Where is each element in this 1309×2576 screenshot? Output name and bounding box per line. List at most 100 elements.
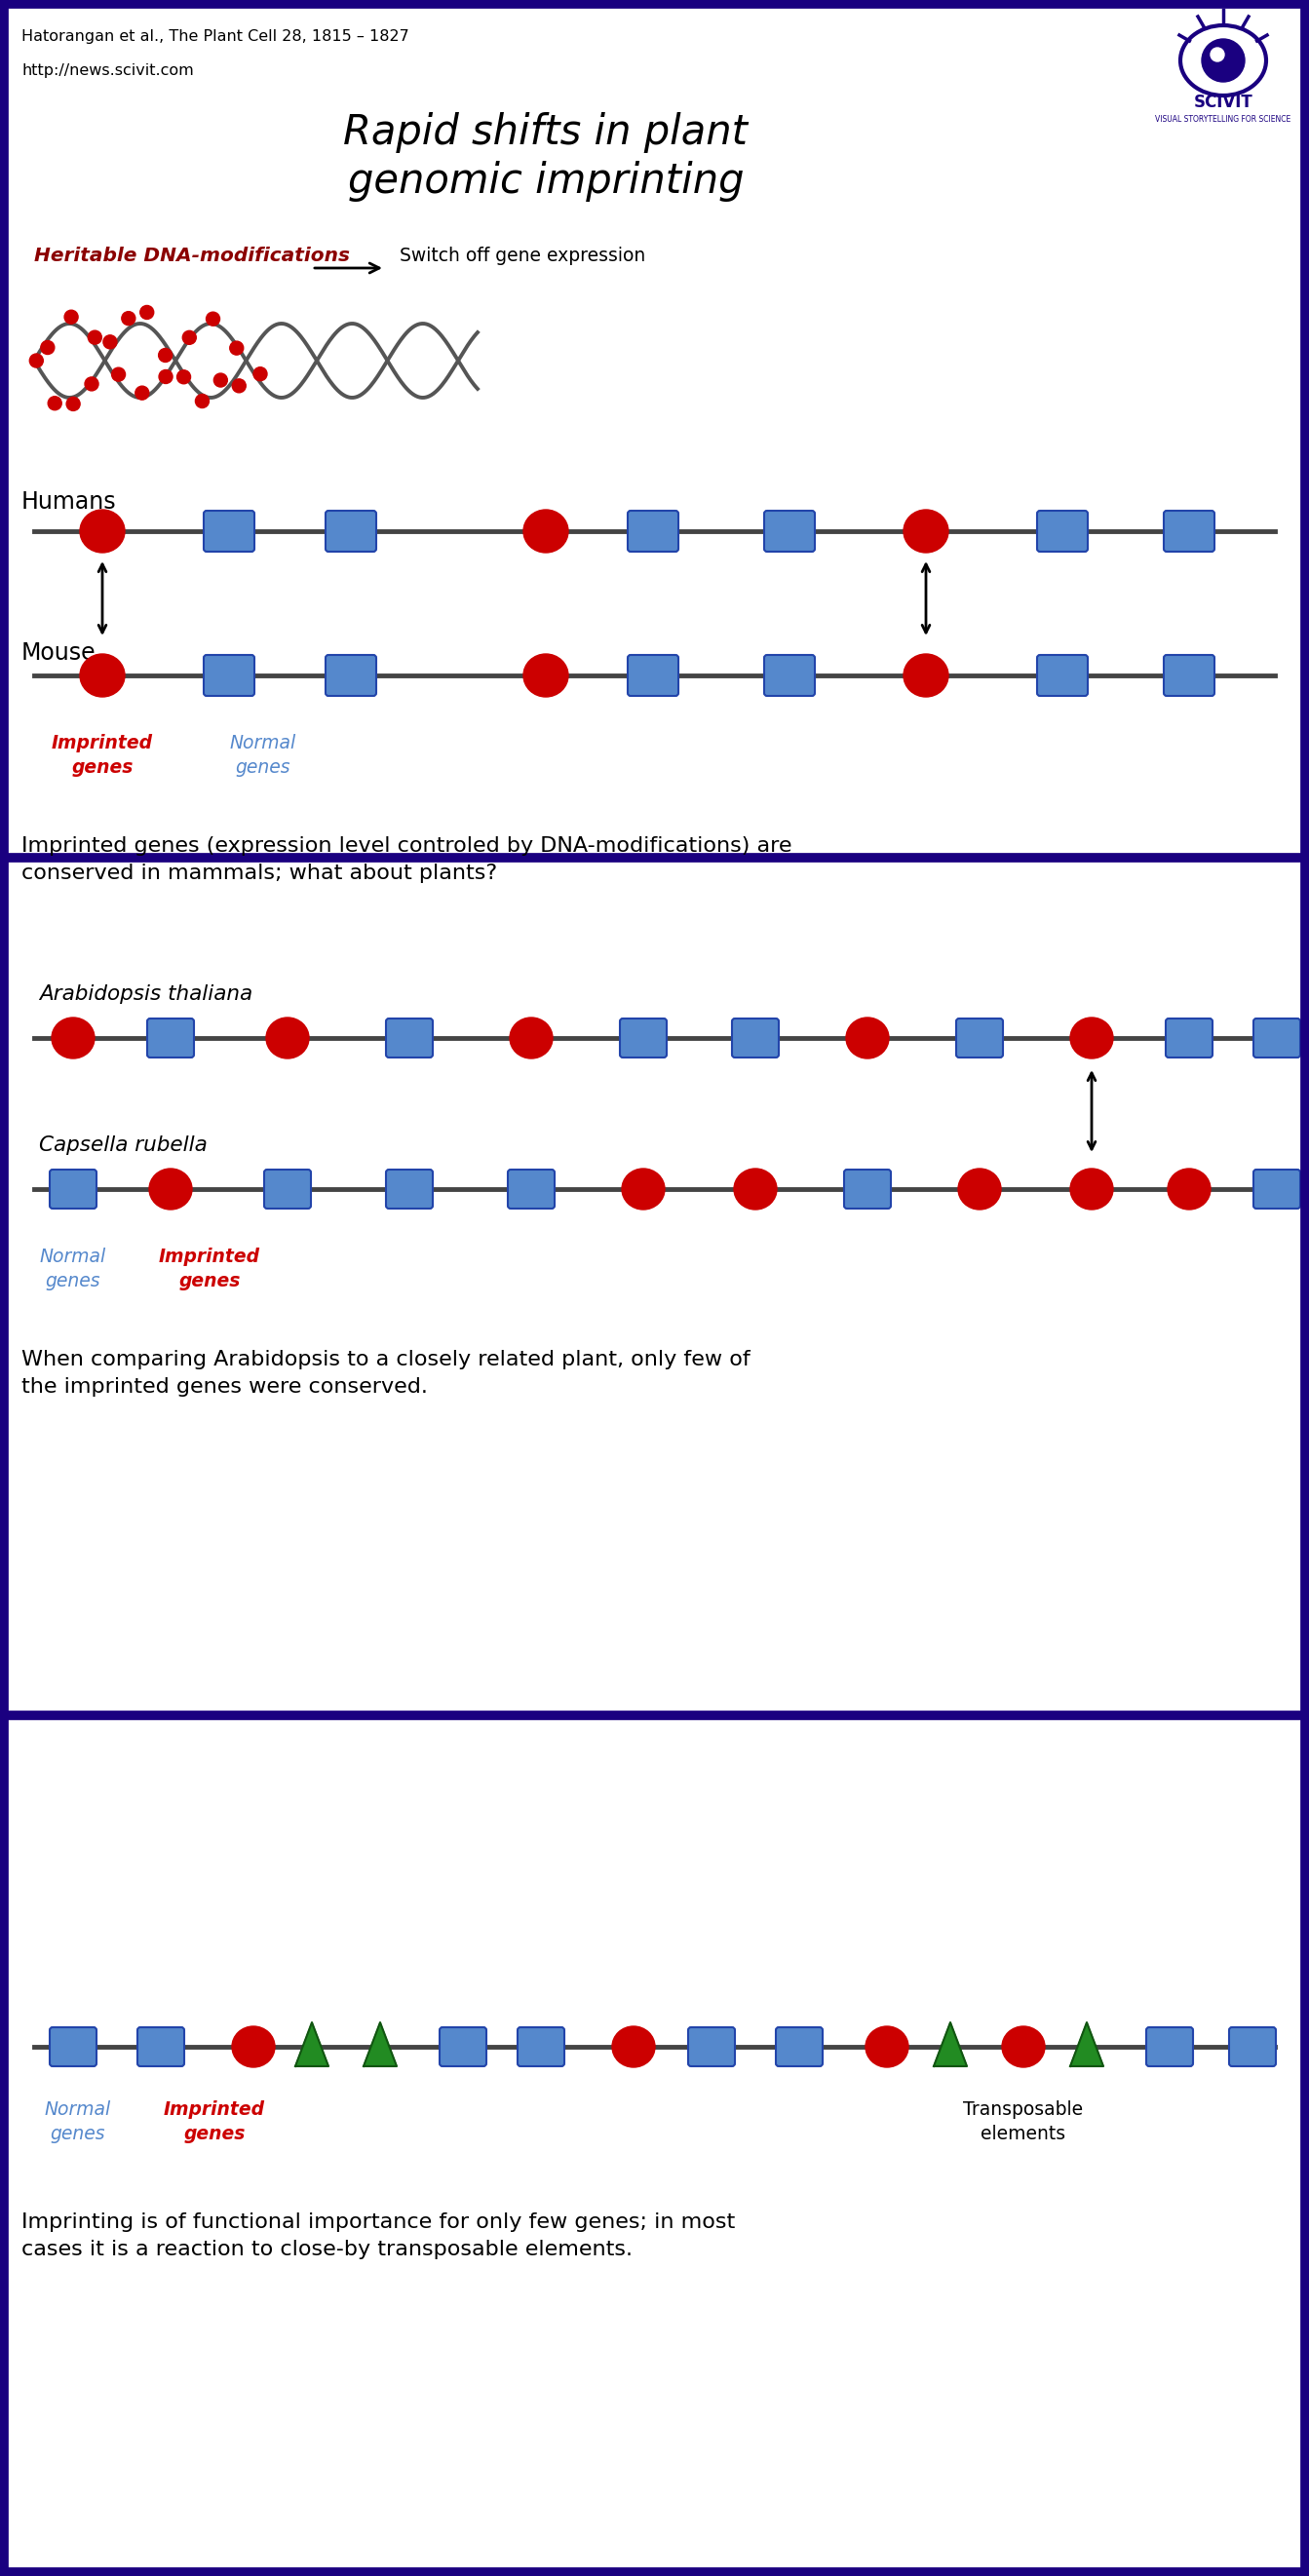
FancyBboxPatch shape <box>386 1018 433 1059</box>
Circle shape <box>111 368 126 381</box>
Circle shape <box>67 397 80 410</box>
FancyBboxPatch shape <box>1037 510 1088 551</box>
FancyBboxPatch shape <box>137 2027 185 2066</box>
FancyBboxPatch shape <box>1229 2027 1276 2066</box>
Circle shape <box>232 379 246 392</box>
Text: When comparing Arabidopsis to a closely related plant, only few of
the imprinted: When comparing Arabidopsis to a closely … <box>21 1350 750 1396</box>
Ellipse shape <box>1071 1018 1113 1059</box>
FancyBboxPatch shape <box>1147 2027 1192 2066</box>
Ellipse shape <box>80 654 124 698</box>
Text: genomic imprinting: genomic imprinting <box>348 160 744 201</box>
FancyBboxPatch shape <box>620 1018 666 1059</box>
FancyBboxPatch shape <box>1166 1018 1212 1059</box>
Ellipse shape <box>149 1170 192 1211</box>
Text: Mouse: Mouse <box>21 641 96 665</box>
Ellipse shape <box>903 510 948 554</box>
Circle shape <box>64 309 79 325</box>
Polygon shape <box>1071 2022 1103 2066</box>
FancyBboxPatch shape <box>776 2027 822 2066</box>
Text: Capsella rubella: Capsella rubella <box>39 1136 207 1154</box>
FancyBboxPatch shape <box>50 2027 97 2066</box>
Ellipse shape <box>80 510 124 554</box>
Circle shape <box>230 340 243 355</box>
Ellipse shape <box>509 1018 552 1059</box>
Ellipse shape <box>846 1018 889 1059</box>
FancyBboxPatch shape <box>508 1170 555 1208</box>
Circle shape <box>1211 49 1224 62</box>
FancyBboxPatch shape <box>147 1018 194 1059</box>
Circle shape <box>41 340 55 355</box>
FancyBboxPatch shape <box>732 1018 779 1059</box>
FancyBboxPatch shape <box>1037 654 1088 696</box>
Ellipse shape <box>266 1018 309 1059</box>
Polygon shape <box>933 2022 967 2066</box>
Text: Rapid shifts in plant: Rapid shifts in plant <box>343 113 747 152</box>
FancyBboxPatch shape <box>956 1018 1003 1059</box>
Circle shape <box>177 371 191 384</box>
Ellipse shape <box>734 1170 776 1211</box>
Text: SCIVIT: SCIVIT <box>1194 93 1253 111</box>
FancyBboxPatch shape <box>204 654 254 696</box>
Text: Normal
genes: Normal genes <box>45 2099 111 2143</box>
Text: Imprinted genes (expression level controled by DNA-modifications) are
conserved : Imprinted genes (expression level contro… <box>21 837 792 884</box>
Ellipse shape <box>903 654 948 698</box>
Circle shape <box>158 348 173 363</box>
Text: Heritable DNA-modifications: Heritable DNA-modifications <box>34 247 350 265</box>
Text: VISUAL STORYTELLING FOR SCIENCE: VISUAL STORYTELLING FOR SCIENCE <box>1156 116 1291 124</box>
FancyBboxPatch shape <box>1254 1170 1300 1208</box>
Ellipse shape <box>1001 2027 1045 2066</box>
Ellipse shape <box>1071 1170 1113 1211</box>
Ellipse shape <box>1168 1170 1211 1211</box>
Circle shape <box>30 353 43 368</box>
FancyBboxPatch shape <box>517 2027 564 2066</box>
FancyBboxPatch shape <box>844 1170 891 1208</box>
FancyBboxPatch shape <box>264 1170 312 1208</box>
FancyBboxPatch shape <box>1164 654 1215 696</box>
FancyBboxPatch shape <box>326 654 376 696</box>
Text: Hatorangan et al., The Plant Cell 28, 1815 – 1827: Hatorangan et al., The Plant Cell 28, 18… <box>21 28 410 44</box>
FancyBboxPatch shape <box>50 1170 97 1208</box>
FancyBboxPatch shape <box>628 654 678 696</box>
Circle shape <box>213 374 228 386</box>
Ellipse shape <box>622 1170 665 1211</box>
FancyBboxPatch shape <box>1164 510 1215 551</box>
Text: Transposable
elements: Transposable elements <box>963 2099 1084 2143</box>
Text: Imprinting is of functional importance for only few genes; in most
cases it is a: Imprinting is of functional importance f… <box>21 2213 736 2259</box>
FancyBboxPatch shape <box>326 510 376 551</box>
Ellipse shape <box>524 510 568 554</box>
FancyBboxPatch shape <box>386 1170 433 1208</box>
Ellipse shape <box>51 1018 94 1059</box>
Text: Imprinted
genes: Imprinted genes <box>158 1247 260 1291</box>
Ellipse shape <box>1181 26 1266 95</box>
FancyBboxPatch shape <box>204 510 254 551</box>
Text: Imprinted
genes: Imprinted genes <box>164 2099 266 2143</box>
FancyBboxPatch shape <box>440 2027 487 2066</box>
Circle shape <box>88 330 102 345</box>
Polygon shape <box>296 2022 329 2066</box>
Polygon shape <box>364 2022 397 2066</box>
Text: Humans: Humans <box>21 489 117 513</box>
Ellipse shape <box>524 654 568 698</box>
Text: Normal
genes: Normal genes <box>39 1247 106 1291</box>
Circle shape <box>85 376 98 392</box>
Ellipse shape <box>865 2027 908 2066</box>
FancyBboxPatch shape <box>628 510 678 551</box>
Circle shape <box>140 307 153 319</box>
Ellipse shape <box>232 2027 275 2066</box>
Circle shape <box>254 368 267 381</box>
Circle shape <box>1202 39 1245 82</box>
Circle shape <box>195 394 209 407</box>
Circle shape <box>122 312 135 325</box>
Circle shape <box>103 335 117 348</box>
FancyBboxPatch shape <box>689 2027 734 2066</box>
Text: Switch off gene expression: Switch off gene expression <box>399 247 645 265</box>
Circle shape <box>48 397 62 410</box>
Circle shape <box>182 330 196 345</box>
FancyBboxPatch shape <box>764 654 814 696</box>
Text: Imprinted
genes: Imprinted genes <box>51 734 153 778</box>
Circle shape <box>158 371 173 384</box>
Circle shape <box>135 386 149 399</box>
Text: Normal
genes: Normal genes <box>230 734 296 778</box>
FancyBboxPatch shape <box>764 510 814 551</box>
Circle shape <box>206 312 220 325</box>
